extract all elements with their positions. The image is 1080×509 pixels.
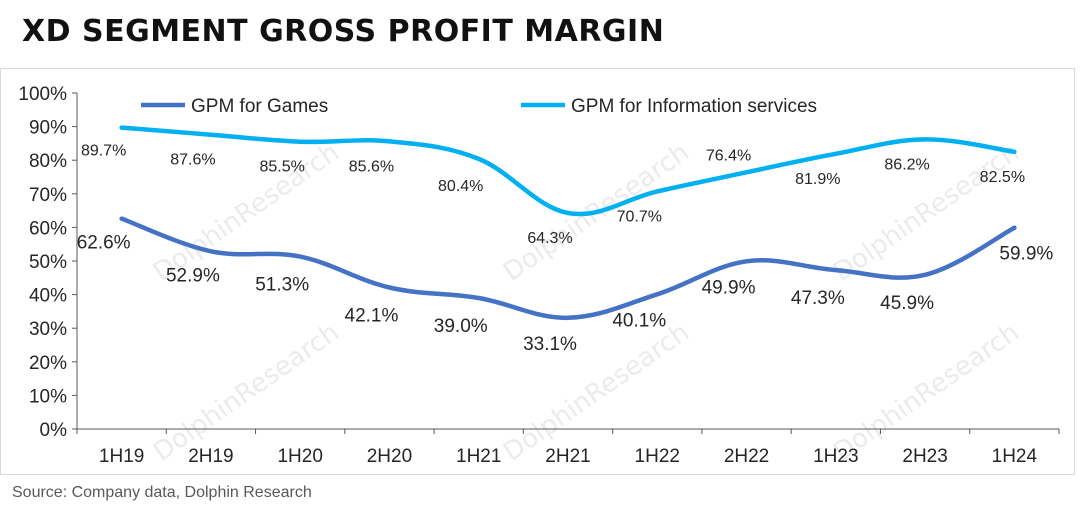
y-tick-label: 10% — [29, 386, 67, 407]
data-label: 86.2% — [884, 156, 929, 173]
y-tick-label: 100% — [18, 84, 67, 105]
data-label: 87.6% — [170, 152, 215, 169]
x-tick-label: 1H20 — [277, 446, 322, 467]
data-label: 85.5% — [259, 159, 304, 176]
data-label: 39.0% — [434, 316, 488, 337]
y-tick-label: 70% — [29, 185, 67, 206]
data-label: 52.9% — [166, 265, 220, 286]
y-tick-label: 40% — [29, 286, 67, 307]
y-tick-label: 20% — [29, 353, 67, 374]
x-tick-label: 1H21 — [456, 446, 501, 467]
x-tick-label: 1H24 — [992, 446, 1038, 467]
series-line-information-services — [119, 125, 1017, 217]
data-label: 80.4% — [438, 178, 483, 195]
data-label: 70.7% — [617, 208, 662, 225]
x-tick-label: 1H23 — [813, 446, 858, 467]
x-tick-label: 2H23 — [902, 446, 947, 467]
chart-area: DolphinResearch DolphinResearch DolphinRes… — [0, 68, 1075, 475]
data-label: 42.1% — [345, 306, 399, 327]
data-label: 45.9% — [880, 293, 934, 314]
data-label: 81.9% — [795, 171, 840, 188]
x-tick-label: 2H21 — [545, 446, 590, 467]
x-tick-label: 1H19 — [99, 446, 144, 467]
y-tick-label: 60% — [29, 218, 67, 239]
line-chart: DolphinResearch DolphinResearch DolphinRes… — [18, 84, 1060, 468]
chart-title: XD SEGMENT GROSS PROFIT MARGIN — [22, 14, 665, 49]
data-label: 40.1% — [612, 310, 666, 331]
series-line-games — [119, 216, 1017, 321]
y-tick-label: 50% — [29, 252, 67, 273]
x-tick-label: 2H22 — [724, 446, 769, 467]
data-label: 85.6% — [349, 158, 394, 175]
data-label: 89.7% — [81, 143, 126, 160]
data-label: 49.9% — [702, 277, 756, 298]
x-tick-label: 2H19 — [188, 446, 233, 467]
data-label: 64.3% — [527, 230, 572, 247]
legend-item-games: GPM for Games — [141, 96, 328, 117]
y-tick-label: 80% — [29, 151, 67, 172]
data-label: 51.3% — [255, 275, 309, 296]
data-label: 82.5% — [980, 169, 1025, 186]
data-label: 47.3% — [791, 288, 845, 309]
y-tick-label: 90% — [29, 118, 67, 139]
y-tick-label: 30% — [29, 319, 67, 340]
data-label: 59.9% — [999, 244, 1053, 265]
y-tick-label: 0% — [40, 420, 68, 441]
legend-label: GPM for Games — [191, 96, 328, 117]
legend-item-information-services: GPM for Information services — [521, 96, 817, 117]
legend-label: GPM for Information services — [571, 96, 817, 117]
source-note: Source: Company data, Dolphin Research — [12, 484, 312, 501]
x-tick-label: 1H22 — [635, 446, 680, 467]
x-tick-label: 2H20 — [367, 446, 412, 467]
data-label: 76.4% — [706, 147, 751, 164]
data-label: 62.6% — [77, 233, 131, 254]
data-label: 33.1% — [523, 334, 577, 355]
